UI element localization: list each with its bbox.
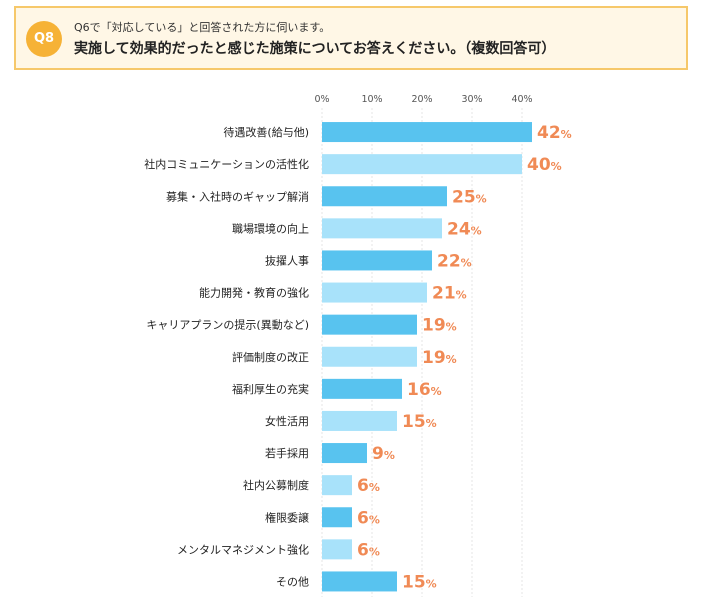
- bar: [322, 346, 417, 367]
- bar: [322, 475, 352, 496]
- data-label: 15%: [402, 412, 437, 432]
- data-label: 6%: [357, 508, 380, 528]
- data-label: 21%: [432, 284, 467, 304]
- x-tick-label: 40%: [511, 94, 532, 105]
- question-badge: Q8: [26, 21, 62, 57]
- x-tick-label: 0%: [314, 94, 329, 105]
- bar: [322, 218, 442, 239]
- bar: [322, 186, 447, 207]
- question-title: 実施して効果的だったと感じた施策についてお答えください。（複数回答可）: [74, 41, 556, 57]
- bar: [322, 571, 397, 592]
- data-label: 6%: [357, 476, 380, 496]
- category-label: 能力開発・教育の強化: [199, 286, 309, 300]
- category-label: 社内コミュニケーションの活性化: [144, 157, 309, 171]
- bar: [322, 410, 397, 431]
- data-label: 24%: [447, 219, 482, 239]
- data-label: 15%: [402, 572, 437, 592]
- category-label: 若手採用: [265, 446, 309, 460]
- bar: [322, 507, 352, 528]
- category-label: 職場環境の向上: [232, 221, 309, 235]
- category-label: その他: [276, 575, 309, 588]
- category-label: 権限委譲: [265, 510, 309, 524]
- data-label: 25%: [452, 187, 487, 207]
- category-label: メンタルマネジメント強化: [177, 542, 309, 556]
- bar: [322, 539, 352, 560]
- question-box: Q8 Q6で「対応している」と回答された方に伺います。 実施して効果的だったと感…: [14, 6, 688, 70]
- bar: [322, 154, 522, 175]
- data-label: 40%: [527, 155, 562, 175]
- question-subtitle: Q6で「対応している」と回答された方に伺います。: [74, 21, 331, 34]
- bar-chart: 0% 10% 20% 30% 40% 待遇改善(給与他) 42% 社内コミュニケーションの活性…: [144, 94, 572, 597]
- data-label: 19%: [422, 348, 457, 368]
- category-label: キャリアプランの提示(異動など): [146, 318, 309, 332]
- bar: [322, 314, 417, 335]
- data-label: 42%: [537, 123, 572, 143]
- category-label: 抜擢人事: [265, 253, 309, 267]
- category-label: 福利厚生の充実: [232, 382, 309, 396]
- category-label: 女性活用: [265, 414, 309, 428]
- x-tick-label: 10%: [361, 94, 382, 105]
- data-label: 6%: [357, 540, 380, 560]
- data-label: 9%: [372, 444, 395, 464]
- data-label: 22%: [437, 251, 472, 271]
- category-label: 募集・入社時のギャップ解消: [166, 189, 309, 203]
- x-tick-label: 30%: [461, 94, 482, 105]
- bar: [322, 443, 367, 464]
- bar: [322, 282, 427, 303]
- bar: [322, 122, 532, 143]
- category-label: 待遇改善(給与他): [223, 125, 309, 139]
- category-label: 社内公募制度: [243, 478, 309, 492]
- bar: [322, 378, 402, 399]
- category-label: 評価制度の改正: [232, 350, 309, 364]
- x-tick-label: 20%: [411, 94, 432, 105]
- data-label: 19%: [422, 316, 457, 336]
- bar: [322, 250, 432, 271]
- data-label: 16%: [407, 380, 442, 400]
